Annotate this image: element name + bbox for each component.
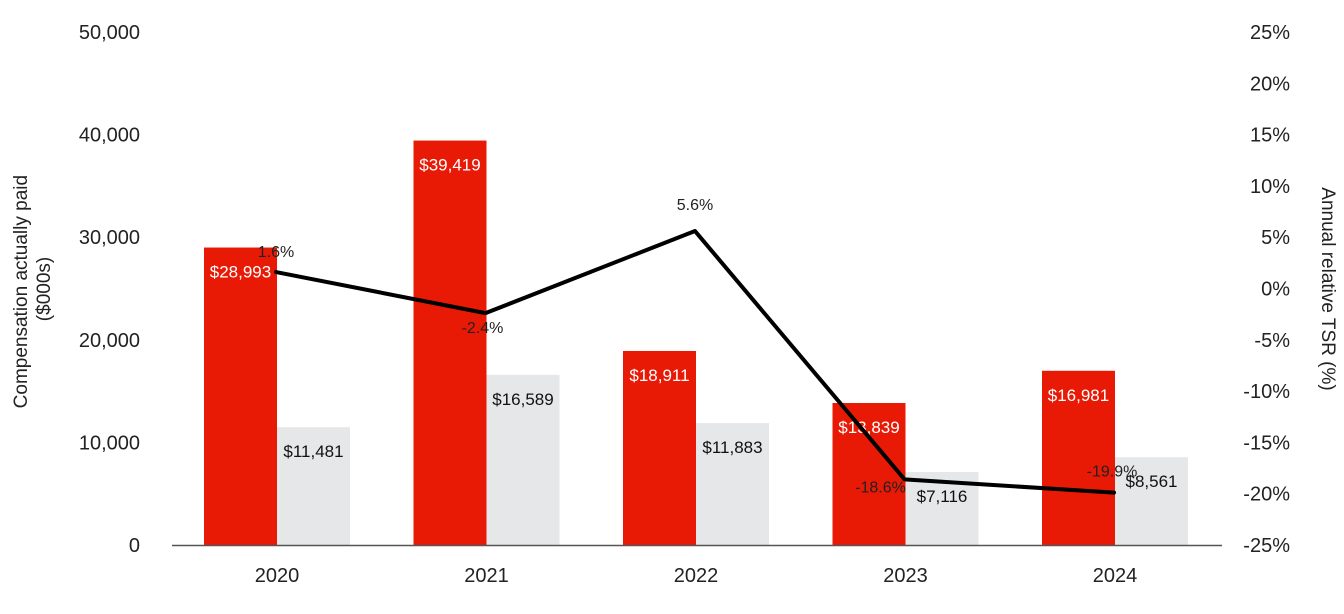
ceo-bar-label-2020: $28,993 xyxy=(210,263,271,282)
neo-bar-label-2021: $16,589 xyxy=(492,390,553,409)
left-tick-label: 40,000 xyxy=(79,125,140,147)
right-tick-label: 20% xyxy=(1250,73,1290,95)
right-tick-label: -25% xyxy=(1243,535,1290,557)
x-tick-label-2021: 2021 xyxy=(464,565,509,587)
right-tick-label: 5% xyxy=(1261,227,1290,249)
left-axis-ticks: 0 10,000 20,000 30,000 40,000 50,000 xyxy=(79,22,140,557)
neo-bar-2021 xyxy=(486,374,560,545)
x-tick-label-2023: 2023 xyxy=(883,565,928,587)
left-axis-title-line2: ($000s) xyxy=(34,257,55,321)
x-tick-label-2020: 2020 xyxy=(255,565,300,587)
tsr-line xyxy=(274,229,1116,495)
tsr-point-label-2020: 1.6% xyxy=(258,244,294,261)
x-tick-label-2022: 2022 xyxy=(674,565,719,587)
tsr-value-labels: 1.6% -2.4% 5.6% -18.6% -19.9% xyxy=(258,197,1138,496)
ceo-bar-2022 xyxy=(623,350,696,545)
left-tick-label: 50,000 xyxy=(79,22,140,44)
ceo-bar-2020 xyxy=(204,247,277,546)
right-tick-label: 15% xyxy=(1250,125,1290,147)
left-tick-label: 0 xyxy=(129,535,140,557)
bar-series xyxy=(204,140,1188,546)
ceo-bar-2021 xyxy=(413,140,487,545)
left-axis-title-line1: Compensation actually paid xyxy=(11,175,32,408)
bar-value-labels: $28,993 $11,481 $39,419 $16,589 $18,911 $11,8… xyxy=(210,156,1178,506)
right-tick-label: 10% xyxy=(1250,176,1290,198)
neo-bar-2024 xyxy=(1115,457,1188,545)
right-axis-title: Annual relative TSR (%) xyxy=(1317,187,1338,390)
x-axis-ticks: 2020 2021 2022 2023 2024 xyxy=(255,565,1138,587)
ceo-bar-label-2022: $18,911 xyxy=(629,366,689,385)
neo-bar-2022 xyxy=(696,423,769,545)
tsr-point-label-2023: -18.6% xyxy=(855,479,906,496)
neo-bar-label-2020: $11,481 xyxy=(283,442,343,461)
tsr-point-label-2021: -2.4% xyxy=(462,320,504,337)
ceo-bar-label-2023: $13,839 xyxy=(838,418,899,437)
right-tick-label: -15% xyxy=(1243,432,1290,454)
neo-bar-label-2024: $8,561 xyxy=(1126,472,1178,491)
right-tick-label: 25% xyxy=(1250,22,1290,44)
ceo-bar-2023 xyxy=(832,403,906,545)
tsr-point-label-2022: 5.6% xyxy=(677,197,713,214)
neo-bar-2020 xyxy=(277,427,350,545)
neo-bar-label-2023: $7,116 xyxy=(917,487,968,506)
x-tick-label-2024: 2024 xyxy=(1093,565,1138,587)
right-tick-label: -5% xyxy=(1254,330,1290,352)
left-axis-title: Compensation actually paid ($000s) xyxy=(11,170,55,409)
left-tick-label: 20,000 xyxy=(79,330,140,352)
ceo-bar-label-2024: $16,981 xyxy=(1048,386,1109,405)
right-tick-label: -10% xyxy=(1243,381,1290,403)
right-tick-label: 0% xyxy=(1261,279,1290,301)
right-tick-label: -20% xyxy=(1243,484,1290,506)
neo-bar-label-2022: $11,883 xyxy=(702,438,762,457)
left-tick-label: 30,000 xyxy=(79,227,140,249)
right-axis-ticks: -25% -20% -15% -10% -5% 0% 5% 10% 15% 20% 25% xyxy=(1243,22,1290,557)
tsr-point-label-2024: -19.9% xyxy=(1087,464,1138,481)
ceo-bar-label-2021: $39,419 xyxy=(419,156,480,175)
left-tick-label: 10,000 xyxy=(79,432,140,454)
ceo-bar-2024 xyxy=(1042,370,1115,545)
